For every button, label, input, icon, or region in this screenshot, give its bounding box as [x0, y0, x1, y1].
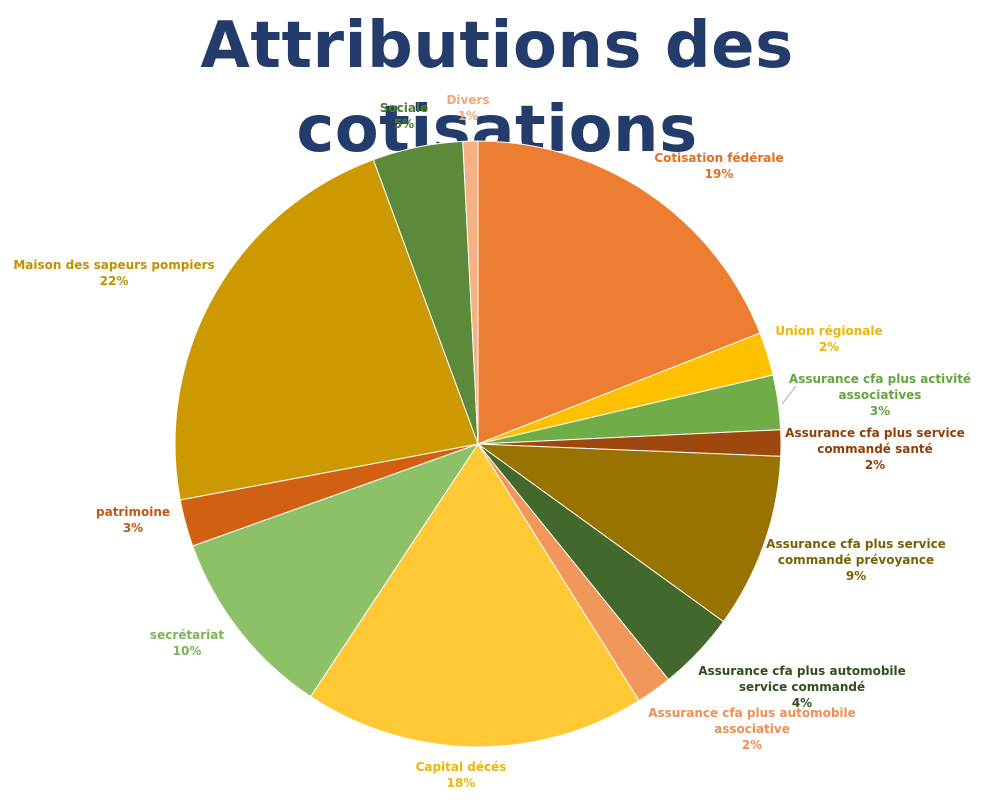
slice-name: associatives	[839, 388, 922, 402]
slice-percent: 22%	[100, 274, 129, 288]
slice-name: Maison des sapeurs pompiers	[13, 258, 214, 272]
slice-name: patrimoine	[96, 505, 170, 519]
pie-slice	[309, 443, 640, 748]
slice-name: Capital décés	[416, 760, 507, 774]
slice-label: Assurance cfa plus automobile service com…	[698, 664, 906, 710]
pie-labels: Cotisation fédérale 19%Union régionale 2%A…	[13, 93, 971, 790]
slice-percent: 19%	[705, 167, 734, 181]
slice-percent: 9%	[846, 569, 866, 583]
slice-name: Assurance cfa plus automobile	[698, 664, 906, 678]
slice-name: Cotisation fédérale	[654, 151, 783, 165]
pie-slice	[477, 140, 761, 445]
slice-name: Sociale	[380, 101, 428, 115]
slice-label: Assurance cfa plus automobile associative…	[648, 706, 856, 752]
slice-name: commandé santé	[817, 442, 933, 456]
slice-label: patrimoine 3%	[96, 505, 170, 535]
slice-percent: 3%	[123, 521, 143, 535]
slice-label: Union régionale 2%	[775, 324, 882, 354]
pie-slice	[476, 443, 782, 623]
page-title: Attributions des cotisations	[200, 9, 794, 167]
slice-percent: 4%	[792, 696, 812, 710]
slice-name: Assurance cfa plus automobile	[648, 706, 856, 720]
pie-slice	[174, 158, 479, 501]
slice-label: Capital décés 18%	[416, 760, 507, 790]
slice-name: associative	[714, 722, 790, 736]
pie-leader-lines	[781, 385, 797, 405]
slice-percent: 2%	[865, 458, 885, 472]
slice-percent: 2%	[742, 738, 762, 752]
slice-label: Assurance cfa plus activité associatives 3…	[789, 372, 971, 418]
slice-name: commandé prévoyance	[778, 553, 934, 567]
slice-name: Union régionale	[775, 324, 882, 338]
slice-name: Assurance cfa plus service	[766, 537, 946, 551]
slice-percent: 1%	[458, 109, 478, 123]
slice-percent: 18%	[447, 776, 476, 790]
pie-slice	[462, 140, 479, 445]
slice-percent: 5%	[394, 117, 414, 131]
slice-label: Divers 1%	[446, 93, 489, 123]
slice-label: Assurance cfa plus service commandé santé…	[785, 426, 965, 472]
slice-percent: 2%	[819, 340, 839, 354]
pie-slice	[192, 443, 480, 698]
slice-name: Divers	[446, 93, 489, 107]
pie-slices	[174, 140, 782, 748]
slice-percent: 10%	[173, 644, 202, 658]
slice-label: Maison des sapeurs pompiers 22%	[13, 258, 214, 288]
slice-label: Assurance cfa plus service commandé prévo…	[766, 537, 946, 583]
leader-line	[781, 385, 797, 405]
slice-name: Assurance cfa plus activité	[789, 372, 971, 386]
slice-percent: 3%	[870, 404, 890, 418]
slice-name: Assurance cfa plus service	[785, 426, 965, 440]
slice-label: secrétariat 10%	[150, 628, 224, 658]
slice-label: Sociale 5%	[380, 101, 428, 131]
slice-name: service commandé	[739, 680, 865, 694]
slice-label: Cotisation fédérale 19%	[654, 151, 783, 181]
slice-name: secrétariat	[150, 628, 224, 642]
